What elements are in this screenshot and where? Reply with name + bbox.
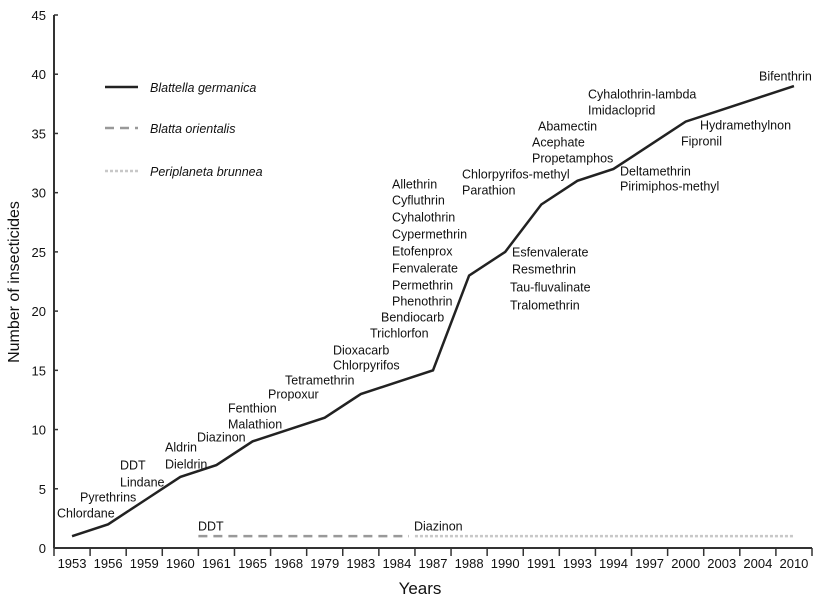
legend-label: Blattella germanica: [150, 81, 256, 95]
annotation-label: Deltamethrin: [620, 165, 691, 179]
x-tick-label: 1968: [274, 556, 303, 571]
annotation-label: Fipronil: [681, 135, 722, 149]
x-tick-label: 2000: [671, 556, 700, 571]
x-tick-label: 1988: [455, 556, 484, 571]
y-tick-label: 45: [32, 8, 46, 23]
y-tick-label: 40: [32, 67, 46, 82]
annotation-label: Acephate: [532, 136, 585, 150]
y-tick-label: 25: [32, 245, 46, 260]
annotation-label: Bifenthrin: [759, 70, 812, 84]
x-tick-label: 1965: [238, 556, 267, 571]
annotation-label: Esfenvalerate: [512, 246, 588, 260]
x-axis-label: Years: [399, 579, 442, 598]
legend-item: Blatta orientalis: [105, 122, 235, 136]
annotation-label: Diazinon: [414, 520, 463, 534]
annotation-label: Abamectin: [538, 120, 597, 134]
annotation-label: Lindane: [120, 476, 165, 490]
annotation-label: Tralomethrin: [510, 299, 580, 313]
x-tick-label: 1956: [94, 556, 123, 571]
x-tick-label: 1960: [166, 556, 195, 571]
x-tick-label: 2003: [707, 556, 736, 571]
x-tick-label: 1953: [58, 556, 87, 571]
y-tick-label: 20: [32, 304, 46, 319]
annotation-label: Allethrin: [392, 178, 437, 192]
annotation-label: Dioxacarb: [333, 344, 389, 358]
series-blattella-germanica: [71, 84, 795, 538]
x-tick-label: 1991: [527, 556, 556, 571]
x-tick-label: 1979: [310, 556, 339, 571]
annotation-label: Diazinon: [197, 431, 246, 445]
annotation-label: Permethrin: [392, 279, 453, 293]
annotation-label: Malathion: [228, 418, 282, 432]
annotation-label: Chlorpyrifos-methyl: [462, 168, 570, 182]
y-tick-label: 10: [32, 423, 46, 438]
y-tick-label: 35: [32, 126, 46, 141]
annotation-label: Etofenprox: [392, 245, 453, 259]
annotation-label: Tau-fluvalinate: [510, 281, 591, 295]
annotation-label: Trichlorfon: [370, 327, 429, 341]
annotation-label: Tetramethrin: [285, 374, 355, 388]
x-tick-label: 1987: [419, 556, 448, 571]
legend-item: Blattella germanica: [105, 81, 256, 95]
legend-label: Periplaneta brunnea: [150, 165, 263, 179]
annotation-label: Chlordane: [57, 507, 115, 521]
y-tick-label: 0: [39, 541, 46, 556]
annotation-label: Cyhalothrin-lambda: [588, 88, 696, 102]
x-tick-label: 2010: [779, 556, 808, 571]
annotation-label: Fenvalerate: [392, 262, 458, 276]
annotation-label: Pyrethrins: [80, 491, 136, 505]
x-tick-label: 1961: [202, 556, 231, 571]
annotation-label: DDT: [120, 459, 146, 473]
annotation-label: Imidacloprid: [588, 104, 655, 118]
y-axis-label: Number of insecticides: [6, 201, 23, 363]
annotation-label: Propetamphos: [532, 152, 613, 166]
annotation-label: Aldrin: [165, 441, 197, 455]
x-tick-label: 1984: [382, 556, 411, 571]
x-tick-label: 1990: [491, 556, 520, 571]
x-tick-label: 1994: [599, 556, 628, 571]
annotation-label: Propoxur: [268, 388, 319, 402]
y-tick-label: 30: [32, 186, 46, 201]
annotation-label: Cypermethrin: [392, 228, 467, 242]
legend-item: Periplaneta brunnea: [105, 165, 263, 179]
annotation-label: Resmethrin: [512, 263, 576, 277]
annotation-label: Cyfluthrin: [392, 194, 445, 208]
annotation-label: Dieldrin: [165, 458, 207, 472]
y-tick-label: 15: [32, 363, 46, 378]
annotation-label: Bendiocarb: [381, 311, 444, 325]
y-tick-label: 5: [39, 482, 46, 497]
x-tick-label: 2004: [743, 556, 772, 571]
annotation-label: Hydramethylnon: [700, 119, 791, 133]
x-tick-label: 1997: [635, 556, 664, 571]
legend-label: Blatta orientalis: [150, 122, 235, 136]
x-tick-label: 1993: [563, 556, 592, 571]
x-tick-label: 1959: [130, 556, 159, 571]
x-tick-label: 1983: [346, 556, 375, 571]
annotation-label: Parathion: [462, 184, 516, 198]
annotation-label: Pirimiphos-methyl: [620, 180, 719, 194]
annotation-label: DDT: [198, 520, 224, 534]
annotation-label: Chlorpyrifos: [333, 359, 400, 373]
annotation-label: Fenthion: [228, 402, 277, 416]
annotation-label: Cyhalothrin: [392, 211, 455, 225]
annotation-label: Phenothrin: [392, 295, 453, 309]
